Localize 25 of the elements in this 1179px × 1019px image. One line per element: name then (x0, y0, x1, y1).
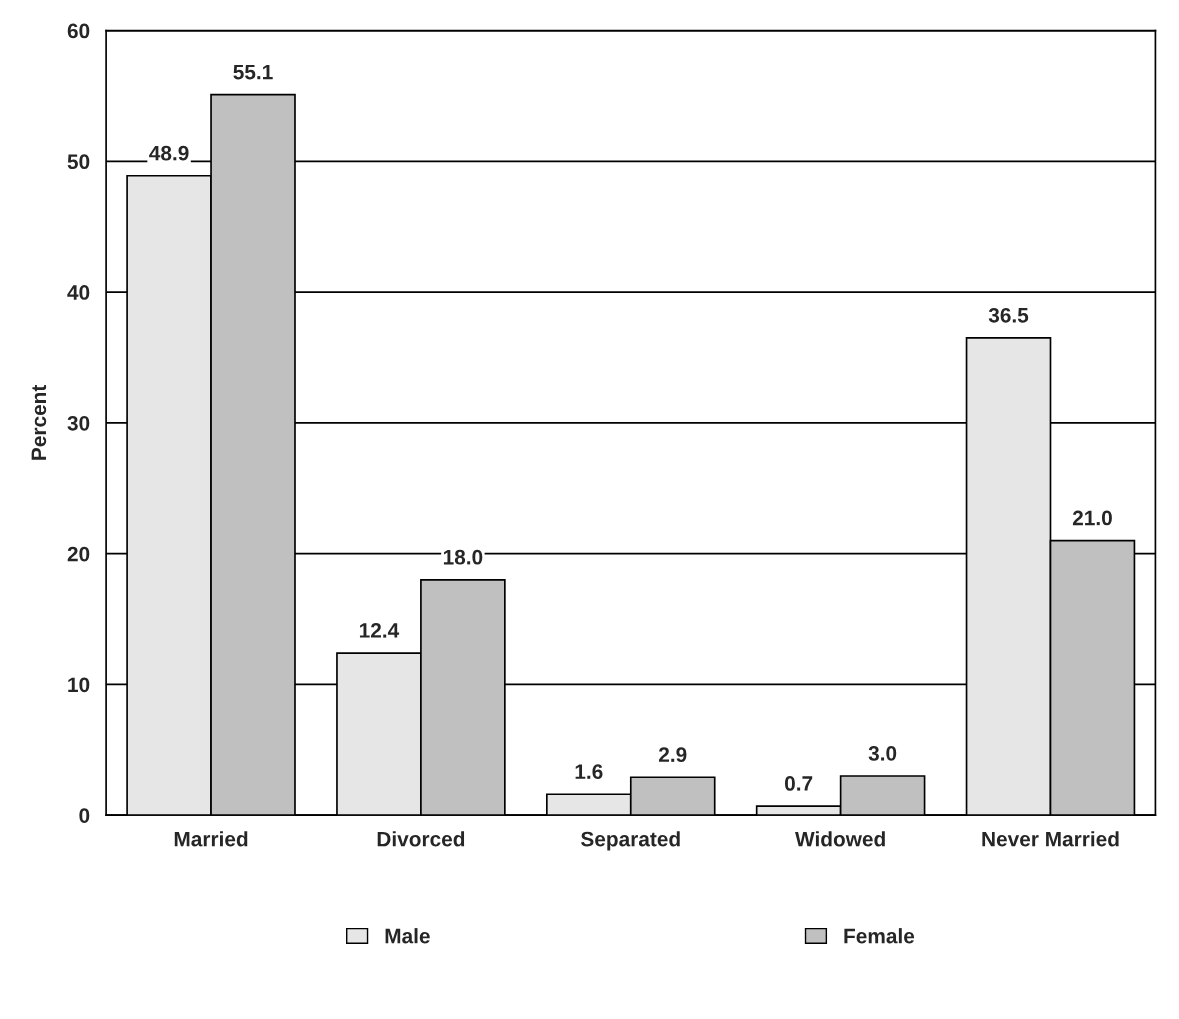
data-label: 2.9 (658, 747, 687, 763)
data-label: 21.0 (1072, 510, 1112, 526)
y-tick-label: 30 (67, 415, 90, 431)
x-tick-label: Widowed (795, 831, 885, 847)
x-tick-label: Married (174, 831, 248, 847)
y-tick-label: 50 (67, 154, 90, 170)
data-label: 12.4 (359, 623, 400, 638)
y-axis-title: Percent (31, 384, 47, 460)
y-tick-label: 60 (67, 23, 90, 39)
legend-label: Female (844, 928, 915, 944)
x-tick-label: Never Married (982, 831, 1119, 847)
y-tick-label: 10 (68, 677, 90, 693)
data-label: 55.1 (233, 64, 273, 80)
data-label: 3.0 (868, 745, 897, 761)
data-label: 1.6 (575, 764, 603, 780)
data-label: 36.5 (988, 307, 1029, 323)
x-tick-label: Separated (581, 831, 680, 851)
data-label: 0.7 (785, 776, 813, 791)
data-label: 18.0 (443, 549, 483, 565)
x-tick-label: Divorced (377, 831, 465, 847)
data-label: 48.9 (149, 145, 189, 161)
y-tick-label: 0 (79, 808, 90, 823)
y-tick-label: 40 (67, 285, 90, 300)
y-tick-label: 20 (67, 546, 90, 562)
legend-label: Male (385, 928, 430, 944)
